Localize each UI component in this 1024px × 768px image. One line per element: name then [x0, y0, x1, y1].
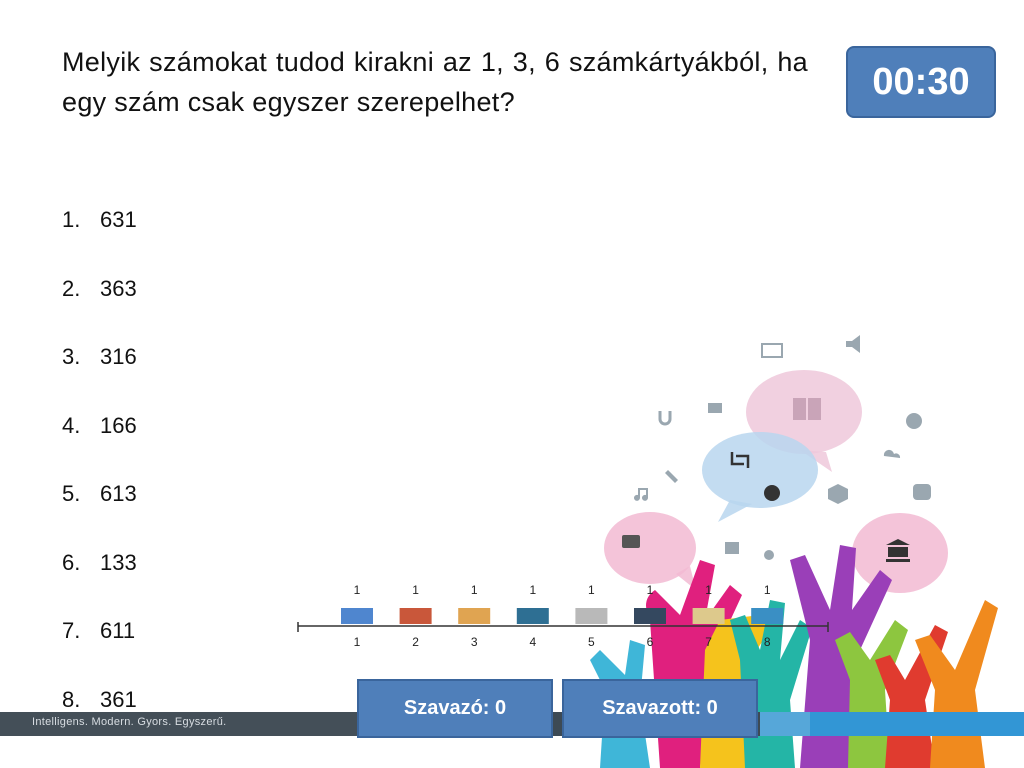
answer-text: 631 — [100, 207, 137, 232]
chart-tick-label: 7 — [705, 635, 712, 649]
magnet-icon — [658, 411, 672, 426]
museum-icon — [886, 539, 910, 562]
chart-data-label: 1 — [705, 583, 712, 597]
chart-bar-5 — [575, 608, 608, 624]
chart-data-label: 1 — [354, 583, 361, 597]
chart-tick-label: 1 — [354, 635, 361, 649]
chart-tick-label: 5 — [588, 635, 595, 649]
answer-option[interactable]: 1. 631 — [62, 200, 137, 269]
answer-text: 316 — [100, 344, 137, 369]
microphone-icon — [665, 470, 678, 483]
answer-text: 363 — [100, 275, 137, 301]
chart-tick-label: 3 — [471, 635, 478, 649]
question-text: Melyik számokat tudod kirakni az 1, 3, 6… — [62, 47, 808, 117]
answer-option[interactable]: 5. 613 — [62, 474, 137, 543]
answer-option[interactable]: 4. 166 — [62, 406, 137, 475]
cloud-icon — [883, 449, 901, 458]
answer-text: 361 — [100, 686, 137, 712]
countdown-timer: 00:30 — [846, 46, 996, 118]
chart-data-label: 1 — [529, 583, 536, 597]
chart-tick-label: 8 — [764, 635, 771, 649]
chart-data-label: 1 — [647, 583, 654, 597]
answer-text: 133 — [100, 549, 137, 575]
answer-list: 1. 631 2. 363 3. 316 4. 166 5. 613 6. 133 7. 61… — [62, 200, 137, 748]
chart-data-label: 1 — [412, 583, 419, 597]
answer-number: 6. — [62, 549, 81, 575]
answer-number: 4. — [62, 412, 81, 438]
globe-icon — [764, 485, 780, 501]
chart-bar-2 — [399, 608, 432, 624]
chart-icon — [725, 542, 739, 554]
chart-data-label: 1 — [764, 583, 771, 597]
voted-count-button[interactable]: Szavazott: 0 — [562, 679, 758, 738]
answer-number: 2. — [62, 275, 81, 301]
answer-text: 611 — [100, 618, 136, 643]
chart-bar-6 — [634, 608, 666, 624]
chart-bar-4 — [516, 608, 549, 624]
radio-icon — [622, 535, 640, 548]
chart-tick-label: 2 — [412, 635, 419, 649]
speaker-icon — [846, 335, 860, 353]
bus-icon — [913, 484, 931, 500]
answer-text: 166 — [100, 412, 137, 438]
chart-bar-8 — [751, 608, 784, 624]
presentation-icon — [708, 403, 722, 413]
crop-icon — [730, 452, 750, 468]
chart-data-label: 1 — [471, 583, 478, 597]
box-icon — [828, 484, 848, 504]
answer-option[interactable]: 8. 361 — [62, 680, 137, 749]
answer-number: 5. — [62, 481, 81, 506]
answer-option[interactable]: 6. 133 — [62, 543, 137, 612]
footer-slogan: Intelligens. Modern. Gyors. Egyszerű. — [32, 716, 227, 728]
globe-icon — [906, 413, 922, 429]
chart-data-label: 1 — [588, 583, 595, 597]
answer-number: 3. — [62, 344, 81, 369]
music-note-icon — [634, 488, 648, 501]
chart-tick-label: 6 — [647, 635, 654, 649]
answer-option[interactable]: 3. 316 — [62, 337, 137, 406]
answer-option[interactable]: 7. 611 — [62, 611, 137, 680]
answer-number: 1. — [62, 207, 81, 232]
answer-number: 7. — [62, 618, 81, 643]
book-icon — [793, 398, 821, 420]
chart-bar-7 — [692, 608, 725, 624]
piano-icon — [761, 343, 783, 358]
answer-text: 613 — [100, 481, 137, 506]
voter-count-button[interactable]: Szavazó: 0 — [357, 679, 553, 738]
vote-bar-chart: 1 1 1 2 1 3 1 4 1 5 1 6 1 7 1 8 — [297, 583, 829, 649]
answer-number: 8. — [62, 686, 81, 712]
sun-icon — [764, 550, 774, 560]
chart-bar-3 — [458, 608, 491, 624]
chart-bar-1 — [341, 608, 373, 624]
chart-tick-label: 4 — [529, 635, 536, 649]
answer-option[interactable]: 2. 363 — [62, 269, 137, 338]
